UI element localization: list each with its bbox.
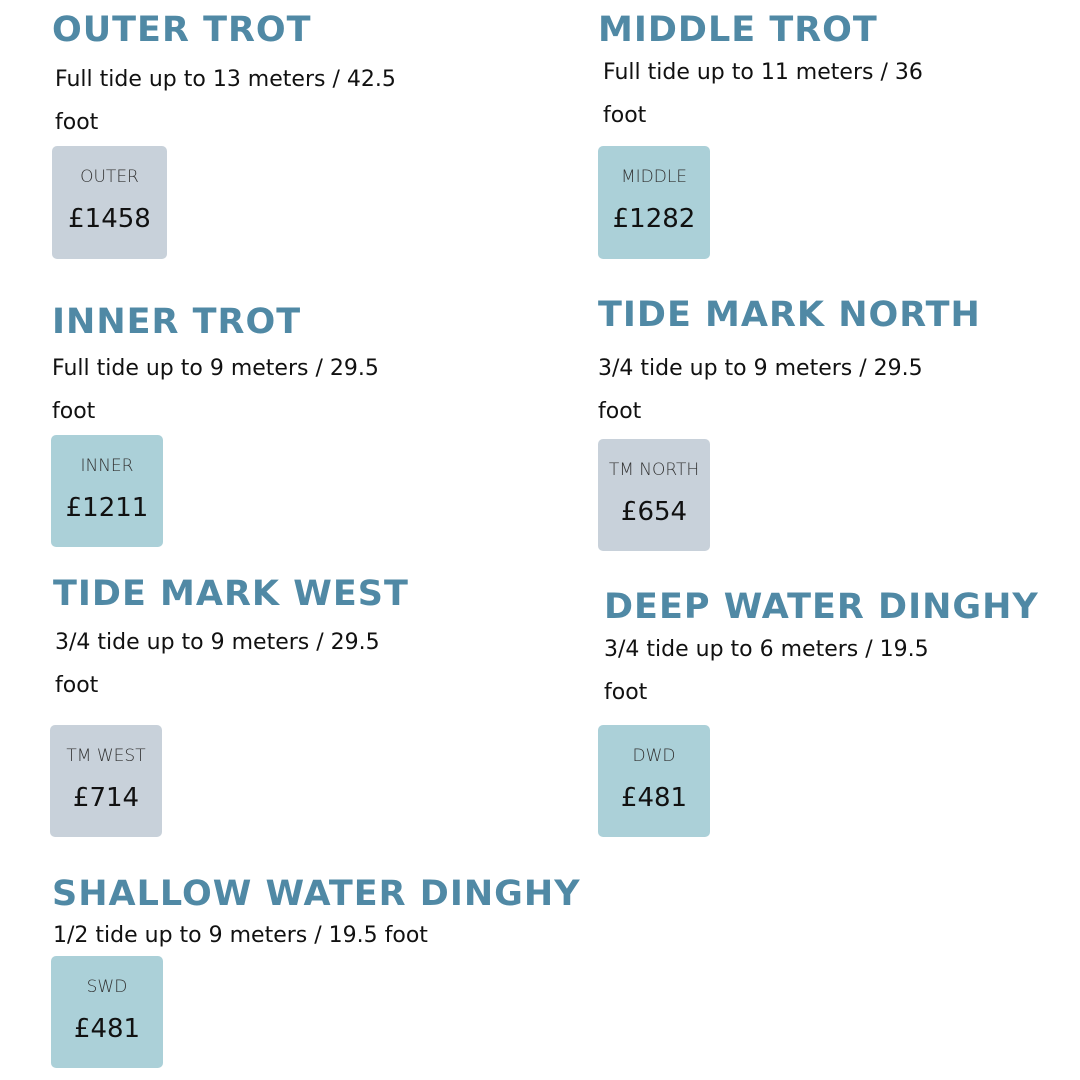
price-box: INNER £1211 xyxy=(51,435,163,547)
card-description: Full tide up to 13 meters / 42.5 foot xyxy=(55,67,396,135)
price-box-label: DWD xyxy=(632,746,676,766)
price-box: OUTER £1458 xyxy=(52,146,167,259)
card-description: 3/4 tide up to 9 meters / 29.5 foot xyxy=(598,356,923,424)
price-box-label: MIDDLE xyxy=(620,167,688,187)
card-description: Full tide up to 11 meters / 36 foot xyxy=(603,60,923,128)
card-title: INNER TROT xyxy=(52,302,302,342)
price-value: £1458 xyxy=(68,204,151,234)
price-box-label: INNER xyxy=(80,456,134,476)
card-title: TIDE MARK NORTH xyxy=(598,295,981,335)
card-title: DEEP WATER DINGHY xyxy=(604,587,1039,627)
price-value: £481 xyxy=(620,783,688,813)
price-box: TM NORTH £654 xyxy=(598,439,710,551)
price-box-label: TM NORTH xyxy=(608,460,700,480)
price-box: MIDDLE £1282 xyxy=(598,146,710,259)
price-box-label: SWD xyxy=(86,977,128,997)
price-box: TM WEST £714 xyxy=(50,725,162,837)
card-description: Full tide up to 9 meters / 29.5 foot xyxy=(52,356,379,424)
price-box-label: TM WEST xyxy=(66,746,146,766)
price-box: DWD £481 xyxy=(598,725,710,837)
card-title: OUTER TROT xyxy=(52,10,312,50)
price-box: SWD £481 xyxy=(51,956,163,1068)
price-box-label: OUTER xyxy=(80,167,139,187)
price-value: £714 xyxy=(72,783,140,813)
price-value: £654 xyxy=(620,497,688,527)
price-value: £1282 xyxy=(612,204,696,234)
price-value: £1211 xyxy=(65,493,149,523)
card-title: MIDDLE TROT xyxy=(598,10,878,50)
card-description: 3/4 tide up to 6 meters / 19.5 foot xyxy=(604,637,929,705)
card-title: TIDE MARK WEST xyxy=(53,574,409,614)
card-description: 3/4 tide up to 9 meters / 29.5 foot xyxy=(55,630,380,698)
card-title: SHALLOW WATER DINGHY xyxy=(52,874,581,914)
card-description: 1/2 tide up to 9 meters / 19.5 foot xyxy=(53,923,428,948)
price-value: £481 xyxy=(73,1014,141,1044)
